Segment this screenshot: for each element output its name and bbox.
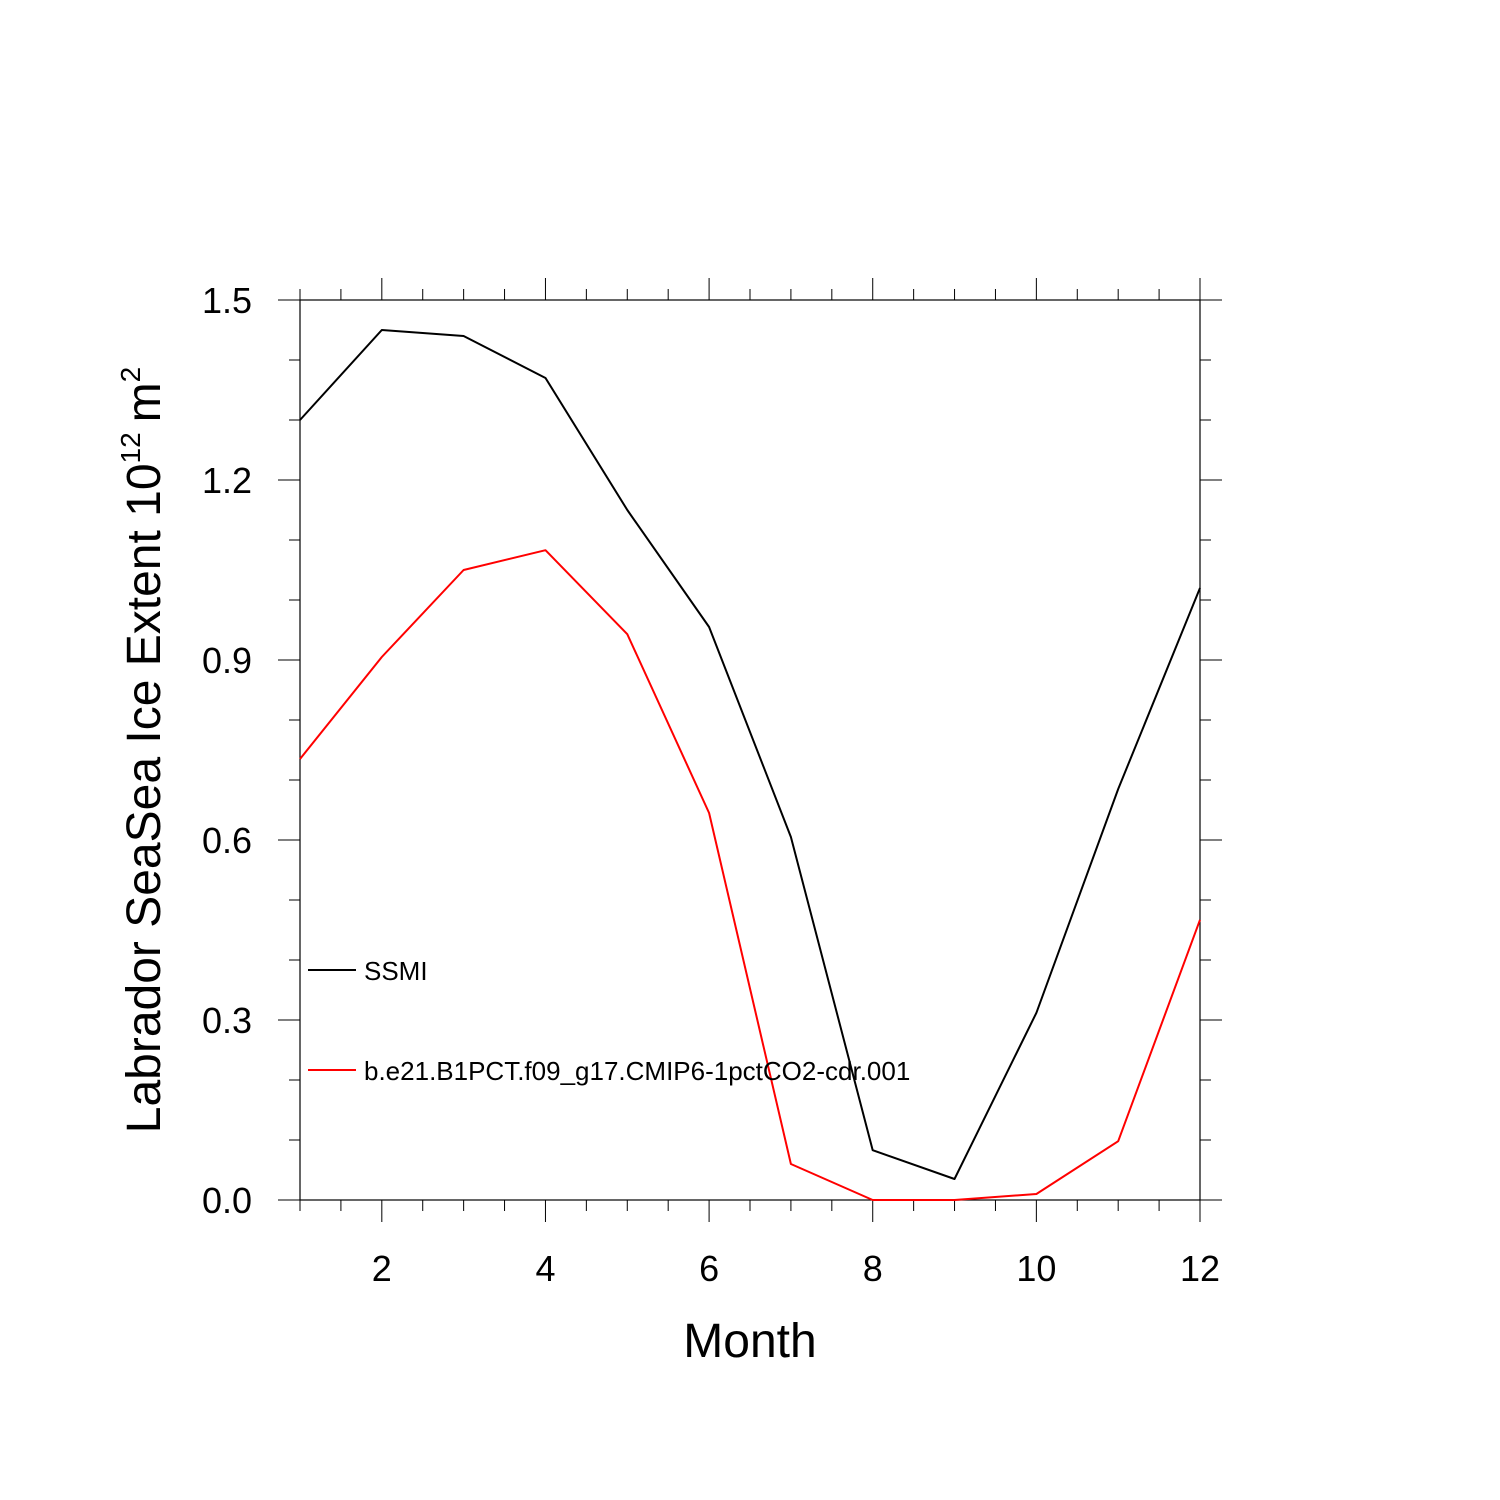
x-tick-label: 4 bbox=[535, 1248, 555, 1289]
x-tick-label: 12 bbox=[1180, 1248, 1220, 1289]
series-line-model bbox=[299, 549, 1201, 1201]
y-tick-label: 1.2 bbox=[202, 460, 252, 501]
y-tick-label: 0.9 bbox=[202, 640, 252, 681]
y-tick-label: 0.0 bbox=[202, 1180, 252, 1221]
legend-label-ssmi: SSMI bbox=[364, 956, 428, 986]
y-axis-title-text: Labrador SeaSea Ice Extent 10 bbox=[118, 463, 171, 1133]
y-axis-title-exponent: 12 bbox=[115, 432, 146, 463]
x-tick-label: 2 bbox=[372, 1248, 392, 1289]
y-tick-label: 0.3 bbox=[202, 1000, 252, 1041]
y-axis-title-unit-exponent: 2 bbox=[115, 367, 146, 383]
data-series bbox=[299, 329, 1201, 1201]
x-tick-label: 8 bbox=[863, 1248, 883, 1289]
x-axis-title: Month bbox=[683, 1315, 816, 1368]
legend-label-model: b.e21.B1PCT.f09_g17.CMIP6-1pctCO2-cdr.00… bbox=[364, 1056, 910, 1086]
axis-tick-labels: 2 4 6 8 10 12 0.0 0.3 0.6 0.9 1.2 1.5 bbox=[202, 280, 1220, 1289]
y-axis-title: Labrador SeaSea Ice Extent 1012 m2 bbox=[115, 367, 171, 1134]
x-tick-label: 6 bbox=[699, 1248, 719, 1289]
legend: SSMI b.e21.B1PCT.f09_g17.CMIP6-1pctCO2-c… bbox=[308, 956, 910, 1086]
axis-ticks bbox=[278, 278, 1222, 1222]
series-line-ssmi bbox=[299, 329, 1201, 1180]
y-tick-label: 1.5 bbox=[202, 280, 252, 321]
y-axis-title-unit: m bbox=[118, 382, 171, 422]
y-tick-label: 0.6 bbox=[202, 820, 252, 861]
x-tick-label: 10 bbox=[1016, 1248, 1056, 1289]
